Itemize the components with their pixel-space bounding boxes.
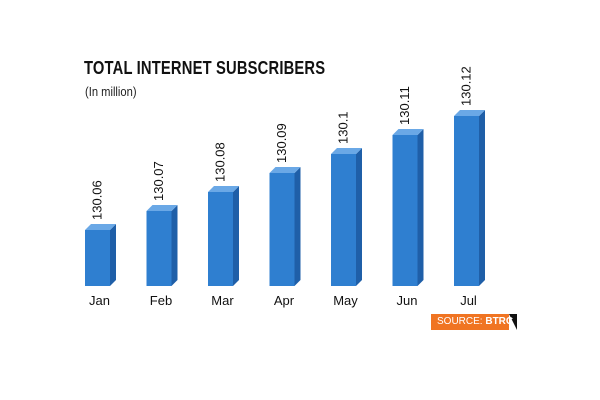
bar-side (233, 186, 239, 286)
bar-jun (392, 129, 424, 286)
value-label: 130.07 (151, 161, 166, 201)
category-label: Apr (274, 293, 295, 308)
bar-front (392, 135, 418, 286)
bar-side (110, 224, 116, 286)
bar-top (269, 167, 301, 173)
chart-title: TOTAL INTERNET SUBSCRIBERS (84, 58, 326, 78)
bar-side (479, 110, 485, 286)
bar-top (331, 148, 362, 154)
source-badge-background (431, 314, 509, 330)
bar-feb (146, 205, 178, 286)
category-label: Jun (397, 293, 418, 308)
bar-side (294, 167, 301, 286)
bar-side (417, 129, 424, 286)
bar-front (331, 154, 356, 286)
source-value: BTRC (485, 316, 514, 327)
category-label: May (333, 293, 358, 308)
bar-apr (269, 167, 301, 286)
bar-side (171, 205, 178, 286)
category-label: Jan (89, 293, 110, 308)
source-label: SOURCE: (437, 316, 486, 327)
value-label: 130.1 (336, 111, 351, 144)
value-label: 130.06 (90, 180, 105, 220)
bar-top (454, 110, 485, 116)
category-label: Jul (460, 293, 477, 308)
bar-jul (454, 110, 485, 286)
value-label: 130.09 (274, 123, 289, 163)
bar-side (356, 148, 362, 286)
bar-jan (85, 224, 116, 286)
bar-top (146, 205, 178, 211)
bar-mar (208, 186, 239, 286)
value-label: 130.11 (397, 86, 412, 125)
bar-may (331, 148, 362, 286)
bar-top (85, 224, 116, 230)
value-label: 130.08 (213, 142, 228, 182)
bar-front (454, 116, 479, 286)
category-label: Feb (150, 293, 172, 308)
source-badge-tail (509, 314, 517, 330)
bar-front (269, 173, 295, 286)
value-label: 130.12 (459, 66, 474, 106)
chart-subtitle: (In million) (85, 84, 137, 99)
bar-front (146, 211, 172, 286)
source-badge: SOURCE: BTRC (431, 314, 517, 330)
bar-front (85, 230, 110, 286)
category-label: Mar (211, 293, 234, 308)
bar-top (208, 186, 239, 192)
bar-front (208, 192, 233, 286)
bar-top (392, 129, 424, 135)
